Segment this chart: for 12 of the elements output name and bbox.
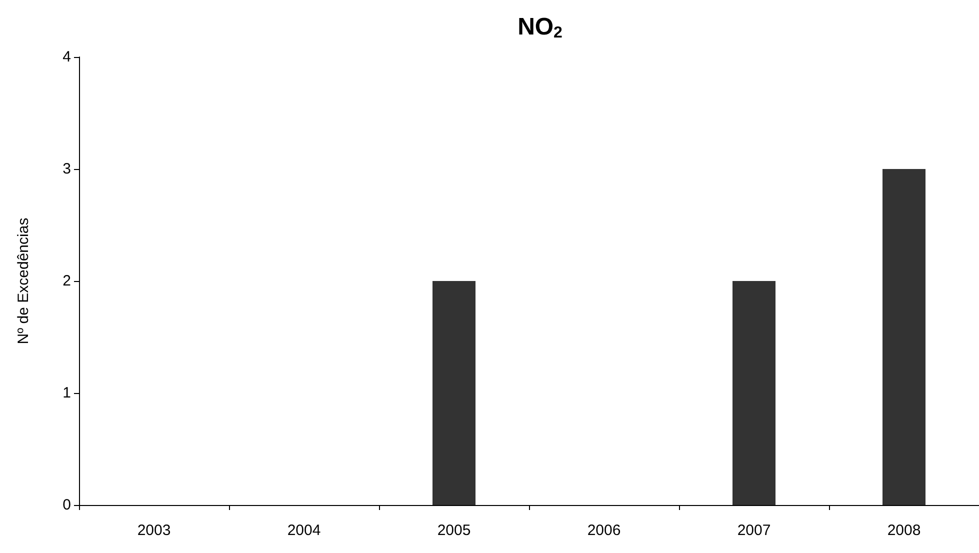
x-tick-label: 2005: [437, 522, 471, 539]
y-tick-label: 2: [62, 272, 71, 290]
x-tick-label: 2003: [137, 522, 171, 539]
y-tick-label: 0: [62, 496, 71, 514]
x-tick-label: 2007: [737, 522, 771, 539]
y-tick-label: 4: [62, 48, 71, 66]
x-tick-label: 2008: [887, 522, 921, 539]
y-axis-title: Nº de Excedências: [15, 218, 32, 344]
x-tick-label: 2006: [587, 522, 621, 539]
x-tick-label: 2004: [287, 522, 321, 539]
y-tick-label: 3: [62, 160, 71, 178]
y-tick-label: 1: [62, 384, 71, 402]
